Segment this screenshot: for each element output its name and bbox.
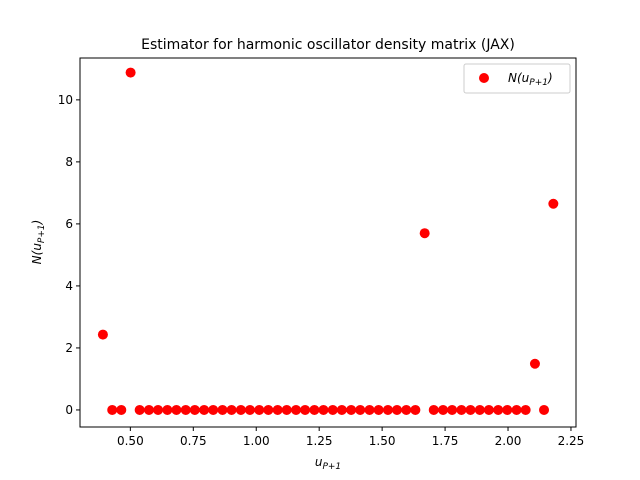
data-point xyxy=(171,404,182,415)
axes-frame xyxy=(79,57,577,428)
data-point xyxy=(318,404,329,415)
x-axis-ticks: 0.50 0.75 1.00 1.25 1.50 1.75 2.00 2.25 xyxy=(117,427,584,448)
data-point xyxy=(263,404,274,415)
x-tick-label: 2.00 xyxy=(495,434,522,448)
plot-area xyxy=(79,57,577,428)
legend-label-subscript: P+1 xyxy=(529,78,548,88)
data-point xyxy=(456,404,467,415)
data-point xyxy=(180,404,191,415)
y-tick-label: 6 xyxy=(65,217,73,231)
data-point xyxy=(483,404,494,415)
data-point xyxy=(107,404,118,415)
data-point xyxy=(529,358,540,369)
y-axis-label-subscript: P+1 xyxy=(37,224,47,243)
y-axis-label-close: ) xyxy=(30,220,44,226)
y-tick-label: 0 xyxy=(65,403,73,417)
legend-label: N(uP+1) xyxy=(508,71,553,88)
data-point xyxy=(235,404,246,415)
data-point xyxy=(465,404,476,415)
legend-box xyxy=(463,63,571,94)
data-point xyxy=(226,404,237,415)
y-axis-label: N(uP+1) xyxy=(30,220,47,265)
chart-title: Estimator for harmonic oscillator densit… xyxy=(141,37,515,53)
data-point xyxy=(520,404,531,415)
data-point xyxy=(428,404,439,415)
data-point xyxy=(97,329,108,340)
x-tick-label: 1.00 xyxy=(243,434,270,448)
legend-marker xyxy=(479,73,489,83)
y-tick-label: 4 xyxy=(65,279,73,293)
data-point xyxy=(373,404,384,415)
x-tick-label: 1.75 xyxy=(432,434,459,448)
data-point xyxy=(272,404,283,415)
data-point xyxy=(539,404,550,415)
x-tick-label: 0.75 xyxy=(180,434,207,448)
data-point xyxy=(125,67,136,78)
data-point xyxy=(162,404,173,415)
legend: N(uP+1) xyxy=(463,63,571,94)
data-point xyxy=(336,404,347,415)
x-axis-label: uP+1 xyxy=(315,455,341,472)
y-axis-ticks: 0 2 4 6 8 10 xyxy=(58,93,80,417)
data-point xyxy=(300,404,311,415)
data-point xyxy=(438,404,449,415)
y-axis-label-main: N(u xyxy=(30,243,44,265)
data-point xyxy=(382,404,393,415)
y-tick-label: 10 xyxy=(58,93,73,107)
x-axis-label-main: u xyxy=(315,455,323,469)
data-point xyxy=(474,404,485,415)
legend-label-main: N(u xyxy=(508,71,530,85)
data-point xyxy=(401,404,412,415)
data-point xyxy=(419,228,430,239)
y-tick-label: 2 xyxy=(65,341,73,355)
data-point xyxy=(153,404,164,415)
data-point xyxy=(116,404,127,415)
x-tick-label: 2.25 xyxy=(558,434,585,448)
x-tick-label: 1.25 xyxy=(306,434,333,448)
data-points xyxy=(97,67,559,415)
data-point xyxy=(364,404,375,415)
data-point xyxy=(447,404,458,415)
data-point xyxy=(355,404,366,415)
data-point xyxy=(281,404,292,415)
data-point xyxy=(548,198,559,209)
data-point xyxy=(493,404,504,415)
data-point xyxy=(189,404,200,415)
legend-label-close: ) xyxy=(547,71,553,85)
data-point xyxy=(143,404,154,415)
data-point xyxy=(217,404,228,415)
x-tick-label: 1.50 xyxy=(369,434,396,448)
data-point xyxy=(291,404,302,415)
data-point xyxy=(327,404,338,415)
data-point xyxy=(309,404,320,415)
data-point xyxy=(254,404,265,415)
data-point xyxy=(502,404,513,415)
x-axis-label-subscript: P+1 xyxy=(322,462,341,472)
data-point xyxy=(511,404,522,415)
y-tick-label: 8 xyxy=(65,155,73,169)
data-point xyxy=(410,404,421,415)
data-point xyxy=(199,404,210,415)
data-point xyxy=(244,404,255,415)
data-point xyxy=(391,404,402,415)
data-point xyxy=(134,404,145,415)
data-point xyxy=(346,404,357,415)
data-point xyxy=(208,404,219,415)
x-tick-label: 0.50 xyxy=(117,434,144,448)
